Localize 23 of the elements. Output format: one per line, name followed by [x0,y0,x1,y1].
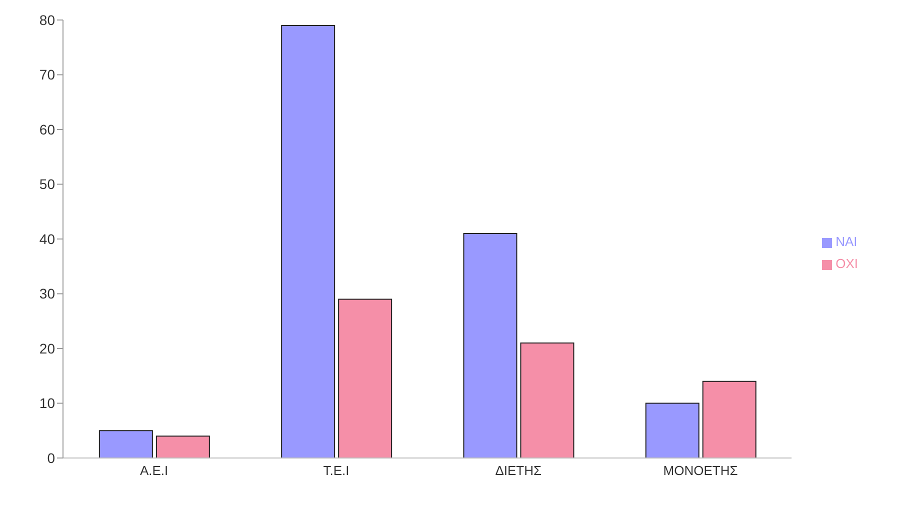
y-tick-label: 40 [39,230,56,247]
bar [98,430,153,458]
x-tick-label: ΜΟΝΟΕΤΗΣ [663,463,738,478]
legend-label: ΝΑΙ [836,234,858,249]
y-tick-label: 60 [39,121,56,138]
legend-label: ΟΧΙ [836,256,858,271]
x-tick-label: ΔΙΕΤΗΣ [495,463,542,478]
y-tick-label: 10 [39,395,56,412]
y-tick-label: 0 [47,450,56,466]
bar [156,436,210,458]
x-tick-label: Α.Ε.Ι [140,463,168,478]
bar [520,342,574,458]
bar [463,233,518,458]
y-tick-label: 30 [39,286,56,302]
bar [338,298,392,458]
y-tick-label: 20 [39,340,56,356]
y-tick-label: 80 [39,12,56,28]
y-tick-label: 70 [39,66,56,83]
bar [645,402,700,458]
bar [702,380,756,458]
y-tick-label: 50 [39,176,56,192]
bar [281,24,336,458]
x-tick-label: Τ.Ε.Ι [323,463,350,478]
